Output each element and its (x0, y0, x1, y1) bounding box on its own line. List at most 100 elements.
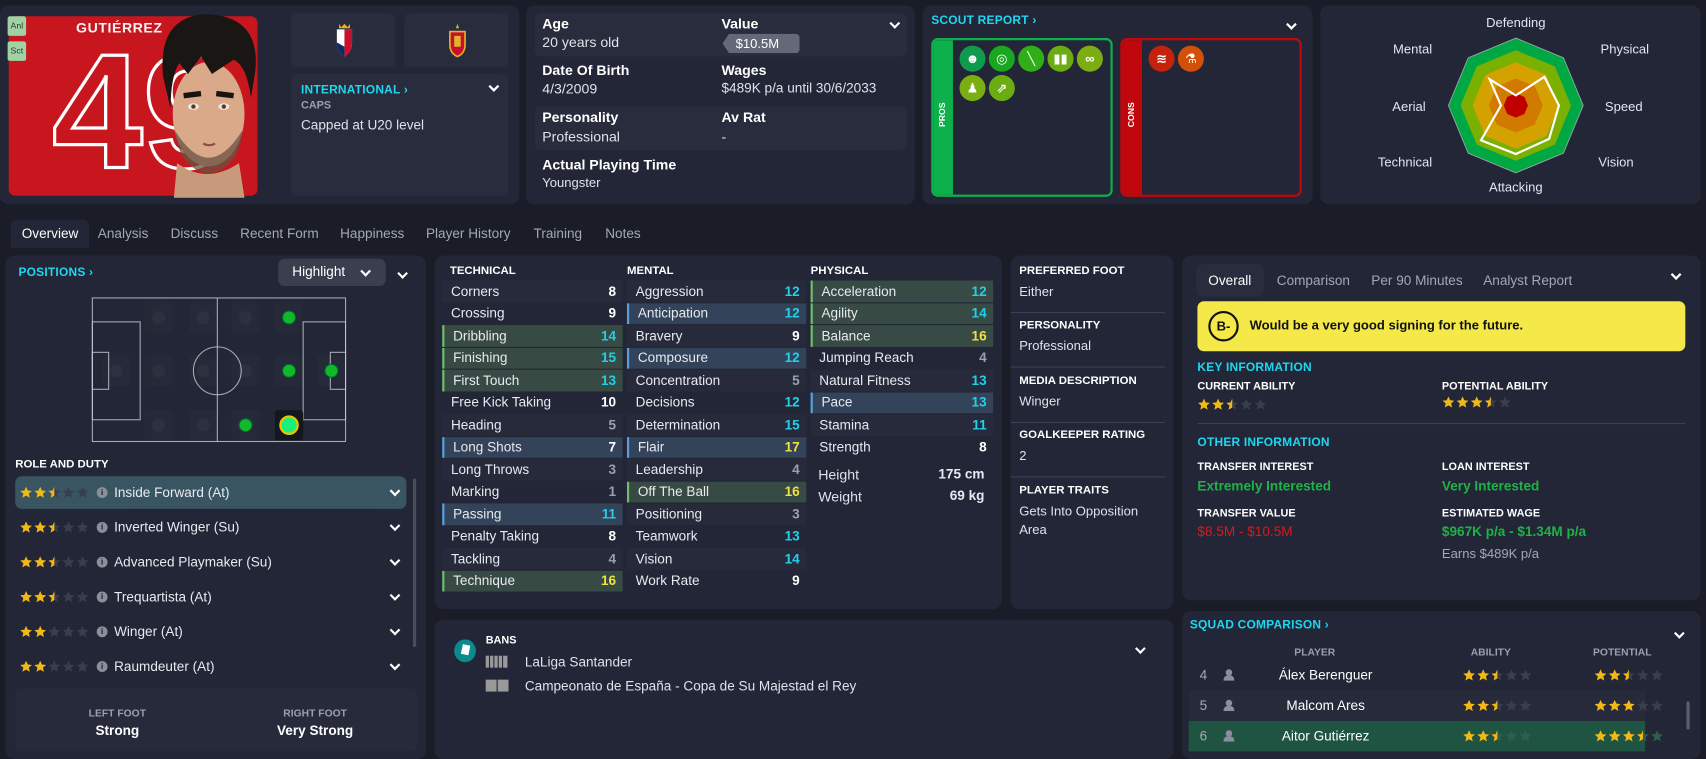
info-icon[interactable]: i (96, 661, 108, 673)
attribute-row[interactable]: Marking 1 (442, 481, 622, 502)
spring-icon[interactable]: ≋ (1148, 45, 1175, 72)
report-tab-comparison[interactable]: Comparison (1276, 272, 1350, 289)
attribute-row[interactable]: Tackling 4 (442, 548, 623, 570)
attribute-row[interactable]: Determination 15 (626, 414, 807, 436)
attribute-row[interactable]: Jumping Reach 4 (811, 347, 994, 368)
position-dot[interactable] (281, 363, 297, 378)
attribute-row[interactable]: Anticipation 12 (626, 302, 807, 325)
attribute-row[interactable]: Corners 8 (442, 280, 623, 302)
attribute-row[interactable]: Dribbling 14 (442, 325, 623, 347)
chevron-down-icon[interactable] (1285, 20, 1296, 31)
attribute-row[interactable]: Crossing 9 (442, 303, 622, 324)
attribute-row[interactable]: Technique 16 (442, 570, 623, 592)
chevron-down-icon[interactable] (1134, 644, 1145, 655)
tab-recent-form[interactable]: Recent Form (240, 226, 319, 242)
tab-discuss[interactable]: Discuss (170, 226, 219, 242)
role-row[interactable]: i Winger (At) (15, 615, 406, 648)
attribute-row[interactable]: Balance 16 (810, 325, 994, 347)
position-dot[interactable] (324, 363, 339, 378)
arrows-icon[interactable]: ⇗ (988, 75, 1015, 102)
attribute-row[interactable]: Penalty Taking 8 (442, 526, 622, 547)
positions-link[interactable]: POSITIONS › (18, 266, 94, 280)
attribute-row[interactable]: Off The Ball 16 (626, 481, 807, 503)
info-icon[interactable]: i (96, 626, 108, 638)
target-icon[interactable]: ◎ (988, 45, 1015, 72)
role-row[interactable]: i Advanced Playmaker (Su) (15, 546, 406, 579)
attribute-row[interactable]: Vision 14 (626, 548, 807, 570)
attribute-row[interactable]: Passing 11 (442, 503, 623, 525)
nation-badge-box[interactable] (404, 13, 509, 68)
club-badge-box[interactable] (291, 13, 396, 68)
squad-player-name[interactable]: Aitor Gutiérrez (1281, 728, 1370, 744)
attribute-row[interactable]: Long Shots 7 (442, 436, 623, 458)
flask-icon[interactable]: ⚗ (1177, 45, 1204, 72)
chevron-down-icon[interactable] (1673, 629, 1684, 640)
highlight-dropdown[interactable]: Highlight (278, 258, 386, 286)
pen-icon[interactable]: ╲ (1018, 45, 1045, 72)
attribute-row[interactable]: Heading 5 (442, 414, 623, 436)
attribute-row[interactable]: Agility 14 (810, 302, 994, 325)
chevron-down-icon[interactable] (389, 660, 400, 671)
scout-report-link[interactable]: SCOUT REPORT › (931, 14, 1037, 28)
chevron-down-icon[interactable] (1670, 270, 1681, 281)
attribute-row[interactable]: First Touch 13 (442, 369, 623, 391)
role-row[interactable]: i Inside Forward (At) (15, 476, 407, 509)
attribute-row[interactable]: Concentration 5 (626, 369, 807, 391)
international-link[interactable]: INTERNATIONAL › (300, 83, 409, 97)
role-row[interactable]: i Raumdeuter (At) (15, 650, 406, 683)
attribute-row[interactable]: Composure 12 (626, 347, 807, 369)
chain-icon[interactable]: ∞ (1076, 45, 1103, 72)
attribute-row[interactable]: Decisions 12 (627, 392, 806, 413)
info-icon[interactable]: i (96, 521, 108, 533)
squad-comparison-link[interactable]: SQUAD COMPARISON › (1189, 618, 1329, 632)
info-icon[interactable]: i (96, 591, 108, 603)
squad-player-name[interactable]: Álex Berenguer (1278, 667, 1373, 683)
attribute-row[interactable]: Work Rate 9 (627, 570, 806, 591)
report-tab-analyst-report[interactable]: Analyst Report (1483, 272, 1573, 289)
attribute-row[interactable]: Flair 17 (626, 436, 807, 458)
attribute-row[interactable]: Natural Fitness 13 (810, 369, 994, 391)
attribute-row[interactable]: Free Kick Taking 10 (442, 392, 622, 413)
info-icon[interactable]: i (96, 487, 108, 499)
role-list-scrollbar[interactable] (412, 478, 417, 648)
foot-icon[interactable]: ♟ (959, 75, 986, 102)
squad-row[interactable]: 6 Aitor Gutiérrez (1188, 720, 1663, 752)
chevron-down-icon[interactable] (889, 18, 900, 29)
report-tab-overall[interactable]: Overall (1196, 264, 1264, 297)
squad-row[interactable]: 5 Malcom Ares (1188, 690, 1663, 721)
position-dot[interactable] (238, 418, 253, 433)
col-potential[interactable]: POTENTIAL (1593, 647, 1652, 659)
attribute-row[interactable]: Long Throws 3 (442, 458, 623, 481)
chevron-down-icon[interactable] (389, 590, 400, 601)
attribute-row[interactable]: Bravery 9 (626, 325, 807, 347)
analyst-badge[interactable]: Anl (7, 16, 27, 36)
attribute-row[interactable]: Positioning 3 (626, 503, 807, 525)
tab-training[interactable]: Training (533, 226, 583, 242)
tab-notes[interactable]: Notes (605, 226, 641, 242)
selected-position-dot[interactable] (279, 415, 299, 435)
chevron-down-icon[interactable] (397, 269, 408, 280)
info-icon[interactable]: i (96, 556, 108, 568)
attribute-row[interactable]: Stamina 11 (810, 414, 994, 436)
attribute-row[interactable]: Teamwork 13 (627, 526, 806, 547)
attribute-row[interactable]: Acceleration 12 (810, 280, 994, 302)
col-player[interactable]: PLAYER (1294, 647, 1336, 659)
chevron-down-icon[interactable] (389, 521, 400, 532)
col-ability[interactable]: ABILITY (1470, 647, 1511, 659)
tab-player-history[interactable]: Player History (425, 226, 511, 242)
attribute-row[interactable]: Leadership 4 (626, 458, 807, 481)
squad-scrollbar[interactable] (1686, 701, 1690, 730)
attribute-row[interactable]: Aggression 12 (626, 280, 807, 302)
tab-happiness[interactable]: Happiness (340, 226, 405, 242)
chevron-down-icon[interactable] (389, 486, 400, 497)
squad-row[interactable]: 4 Álex Berenguer (1189, 660, 1663, 690)
tab-analysis[interactable]: Analysis (97, 226, 149, 242)
attribute-row[interactable]: Strength 8 (811, 437, 994, 458)
position-dot[interactable] (281, 310, 297, 325)
role-row[interactable]: i Inverted Winger (Su) (15, 511, 406, 544)
report-tab-per-90-minutes[interactable]: Per 90 Minutes (1371, 272, 1463, 289)
attribute-row[interactable]: Finishing 15 (442, 347, 623, 369)
chevron-down-icon[interactable] (488, 82, 499, 93)
head-icon[interactable]: ☻ (959, 45, 986, 72)
chevron-down-icon[interactable] (389, 625, 400, 636)
